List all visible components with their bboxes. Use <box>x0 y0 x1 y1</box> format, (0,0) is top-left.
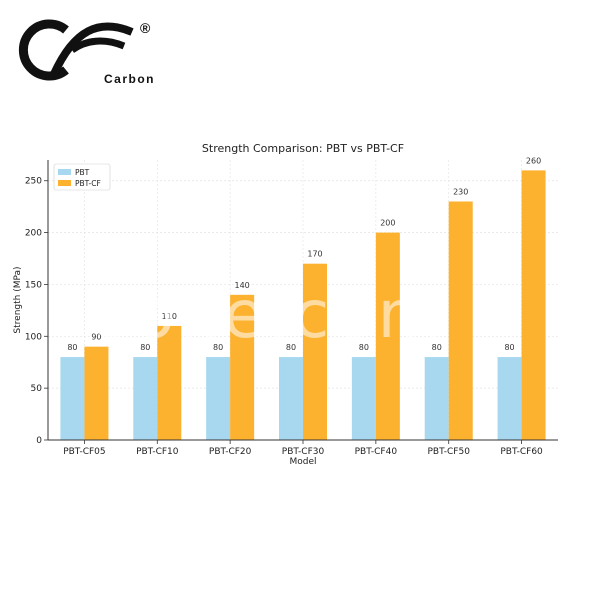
bar-pbt <box>133 357 158 440</box>
bar-pbt-cf <box>375 232 400 440</box>
y-tick-label: 100 <box>25 332 42 342</box>
legend-label: PBT <box>75 168 90 177</box>
bar-pbt <box>60 357 85 440</box>
x-tick-label: PBT-CF10 <box>136 447 179 457</box>
cf-carbon-logo: ® Carbon <box>14 10 154 90</box>
x-tick-label: PBT-CF40 <box>355 447 398 457</box>
registered-mark: ® <box>140 20 151 36</box>
logo-wordmark: Carbon <box>104 72 155 86</box>
data-label: 80 <box>432 343 442 352</box>
bar-pbt <box>497 357 522 440</box>
y-tick-label: 50 <box>31 384 43 394</box>
data-label: 260 <box>526 156 541 165</box>
data-label: 80 <box>213 343 223 352</box>
data-label: 200 <box>380 219 395 228</box>
bar-pbt-cf <box>448 201 473 440</box>
x-tick-label: PBT-CF50 <box>427 447 470 457</box>
bar-chart-svg: 0 50 100 150 200 250 80 90 PBT-CF05 80 110 PBT-CF10… <box>13 142 558 467</box>
x-tick-label: PBT-CF05 <box>63 447 105 457</box>
x-tick-label: PBT-CF30 <box>282 447 325 457</box>
bar-pbt <box>279 357 303 440</box>
cf-logo-mark-icon <box>18 19 134 81</box>
x-tick-label: PBT-CF60 <box>500 447 543 457</box>
y-axis-label: Strength (MPa) <box>13 266 23 333</box>
bar-pbt-cf <box>157 325 182 440</box>
data-label: 80 <box>140 343 150 352</box>
bar-pbt <box>351 357 376 440</box>
x-axis-label: Model <box>289 457 316 467</box>
strength-chart: 0 50 100 150 200 250 80 90 PBT-CF05 80 110 PBT-CF10… <box>0 140 600 470</box>
y-tick-label: 250 <box>25 177 42 187</box>
bar-pbt <box>206 357 231 440</box>
data-label: 230 <box>453 187 468 196</box>
y-tick-label: 200 <box>25 229 42 239</box>
data-label: 140 <box>235 281 250 290</box>
bar-pbt-cf <box>303 263 327 440</box>
chart-title: Strength Comparison: PBT vs PBT-CF <box>202 142 404 155</box>
data-label: 80 <box>359 343 369 352</box>
data-label: 90 <box>91 333 101 342</box>
data-label: 80 <box>504 343 514 352</box>
bar-pbt-cf <box>521 170 546 441</box>
bar-pbt <box>424 357 449 440</box>
bar-pbt-cf <box>230 294 255 440</box>
legend-swatch <box>58 180 71 186</box>
data-label: 80 <box>67 343 77 352</box>
data-label: 80 <box>286 343 296 352</box>
legend-label: PBT-CF <box>75 179 101 188</box>
x-tick-label: PBT-CF20 <box>209 447 252 457</box>
y-tick-label: 150 <box>25 280 42 290</box>
legend-swatch <box>58 169 71 175</box>
bar-pbt-cf <box>84 346 109 440</box>
y-tick-label: 0 <box>36 436 42 446</box>
data-label: 110 <box>162 312 177 321</box>
data-label: 170 <box>307 250 322 259</box>
